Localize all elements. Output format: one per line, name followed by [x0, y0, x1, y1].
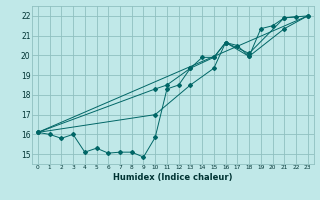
X-axis label: Humidex (Indice chaleur): Humidex (Indice chaleur)	[113, 173, 233, 182]
